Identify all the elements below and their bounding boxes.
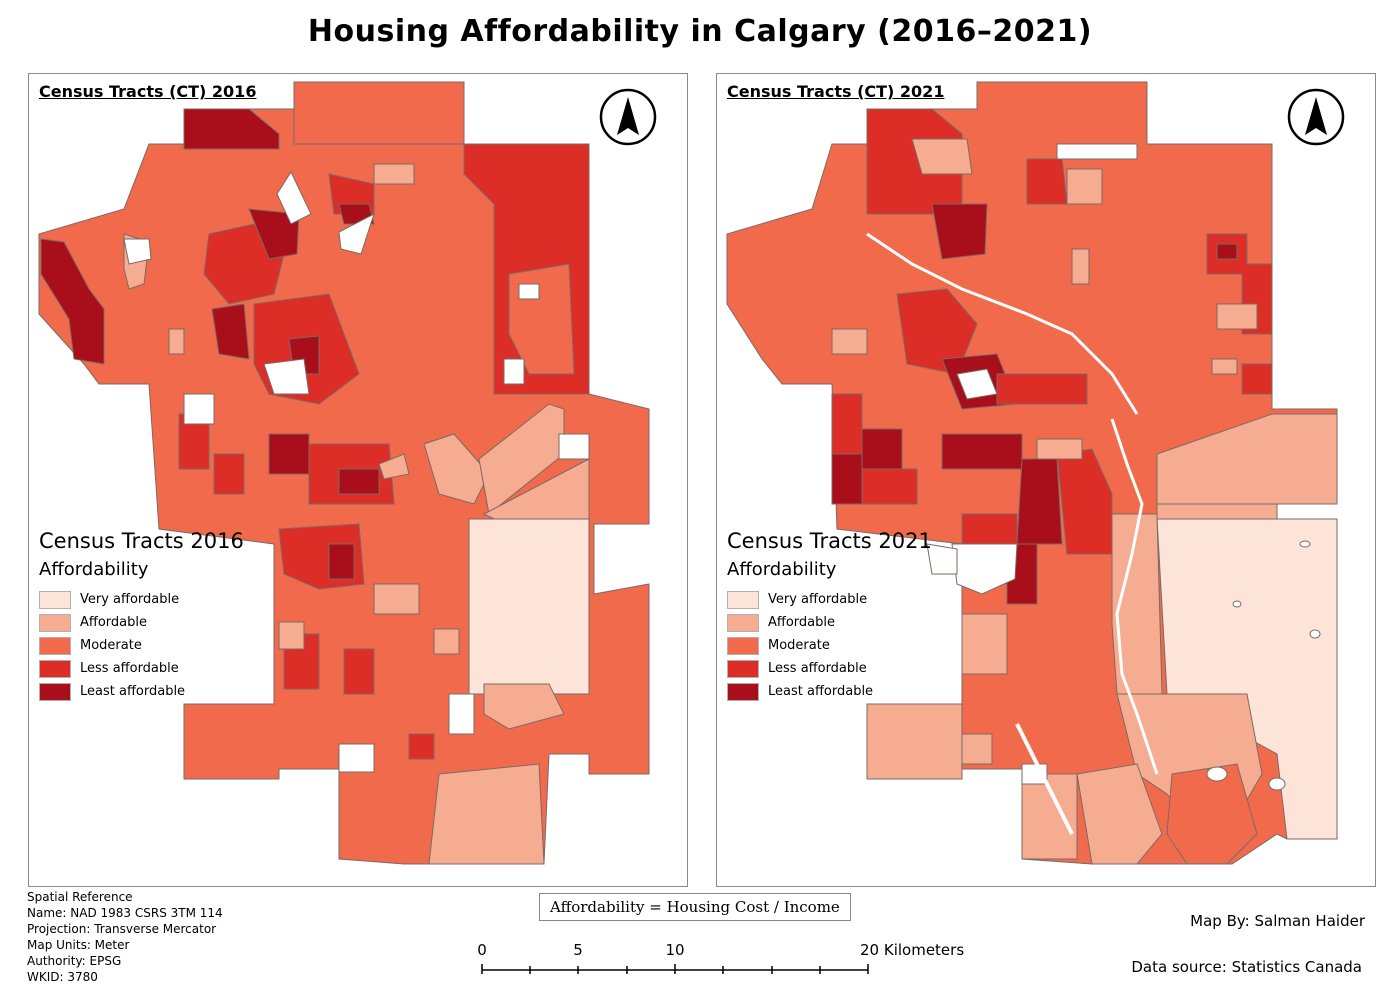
legend-swatch [39,590,71,609]
legend-swatch [39,682,71,701]
spatial-line: Name: NAD 1983 CSRS 3TM 114 [27,906,223,920]
legend-label: Least affordable [80,684,186,699]
legend-subtitle: Affordability [727,559,837,580]
legend-label: Moderate [768,638,830,653]
census-tracts-map-2021 [726,81,1338,865]
scale-bar: 0 5 10 20 Kilometers [477,941,964,974]
legend-swatch [727,636,759,655]
legend-label: Very affordable [768,592,868,607]
spatial-reference: Spatial Reference Name: NAD 1983 CSRS 3T… [27,889,223,985]
legend-subtitle: Affordability [39,559,149,580]
spatial-line: Spatial Reference [27,890,133,904]
legend-2021: Census Tracts 2021 Affordability Very af… [727,529,932,703]
legend-swatch [39,613,71,632]
legend-label: Affordable [768,615,835,630]
north-arrow-icon [599,88,657,146]
legend-title: Census Tracts 2021 [727,529,932,553]
legend-2016: Census Tracts 2016 Affordability Very af… [39,529,244,703]
frame-title-2016: Census Tracts (CT) 2016 [39,82,257,101]
frame-title-2021: Census Tracts (CT) 2021 [727,82,945,101]
legend-label: Less affordable [80,661,179,676]
legend-title: Census Tracts 2016 [39,529,244,553]
legend-item-very-affordable: Very affordable [39,588,244,611]
legend-swatch [39,636,71,655]
legend-label: Moderate [80,638,142,653]
map-frame-2021: Census Tracts (CT) 2021 Census Tracts 20… [716,73,1376,887]
scale-label: 20 Kilometers [860,941,964,959]
legend-item-least-affordable: Least affordable [39,680,244,703]
census-tracts-map-2016 [38,81,650,865]
map-title: Housing Affordability in Calgary (2016–2… [307,14,1093,49]
north-arrow-icon [1287,88,1345,146]
legend-item-affordable: Affordable [727,611,932,634]
legend-swatch [727,659,759,678]
scale-label: 10 [665,941,684,959]
scale-label: 0 [477,941,487,959]
spatial-line: Projection: Transverse Mercator [27,922,217,936]
legend-item-affordable: Affordable [39,611,244,634]
legend-item-very-affordable: Very affordable [727,588,932,611]
affordability-formula: Affordability = Housing Cost / Income [539,893,851,921]
legend-item-least-affordable: Least affordable [727,680,932,703]
legend-item-less-affordable: Less affordable [39,657,244,680]
map-author: Map By: Salman Haider [1190,912,1365,930]
legend-swatch [727,613,759,632]
legend-item-moderate: Moderate [727,634,932,657]
legend-label: Very affordable [80,592,180,607]
scale-label: 5 [573,941,583,959]
legend-item-moderate: Moderate [39,634,244,657]
legend-swatch [727,682,759,701]
legend-swatch [39,659,71,678]
legend-label: Affordable [80,615,147,630]
legend-label: Least affordable [768,684,874,699]
spatial-line: Authority: EPSG [27,954,122,968]
spatial-line: WKID: 3780 [27,970,98,984]
legend-swatch [727,590,759,609]
map-frame-2016: Census Tracts (CT) 2016 Census Tracts 20… [28,73,688,887]
data-source: Data source: Statistics Canada [1131,958,1362,976]
legend-item-less-affordable: Less affordable [727,657,932,680]
spatial-line: Map Units: Meter [27,938,130,952]
legend-label: Less affordable [768,661,867,676]
